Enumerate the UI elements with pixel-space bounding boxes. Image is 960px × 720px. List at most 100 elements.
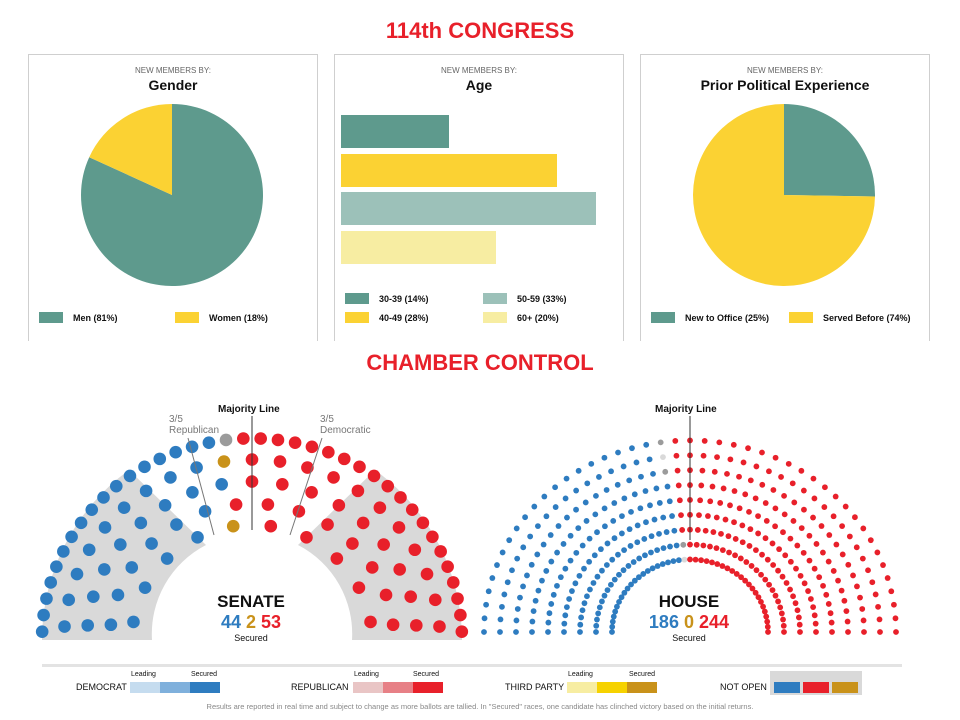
senate-seat [409, 619, 423, 632]
senate-seat [276, 477, 289, 491]
house-seat [554, 582, 560, 589]
house-seat [592, 511, 599, 518]
house-seat [795, 614, 802, 621]
house-seat [601, 592, 608, 599]
house-seat [710, 529, 717, 535]
house-seat [753, 567, 760, 574]
house-seat [758, 571, 764, 578]
house-seat [764, 618, 771, 625]
legend-label: 60+ (20%) [517, 312, 559, 323]
house-seat [506, 537, 513, 544]
house-seat [711, 468, 718, 475]
house-seat [713, 545, 720, 552]
house-seat [746, 543, 753, 549]
house-seat [772, 592, 779, 599]
senate-seat [226, 519, 240, 533]
senate-seat [217, 455, 231, 468]
senate-seat [198, 505, 212, 518]
house-seat [813, 541, 820, 547]
house-seat [562, 612, 569, 619]
legend-republican-label: REPUBLICAN [291, 682, 349, 692]
house-seat [522, 514, 528, 521]
legend-swatch [789, 312, 813, 323]
house-seat [703, 558, 710, 565]
house-seat [797, 572, 804, 579]
rep-secured-swatch [413, 682, 443, 693]
senate-seat [392, 521, 406, 534]
house-seat [666, 498, 673, 505]
house-seat [653, 485, 660, 492]
house-seat [709, 559, 715, 566]
legend-item: 60+ (20%) [483, 312, 559, 323]
senate-seat [186, 485, 199, 499]
house-seat [893, 629, 899, 635]
house-seat [634, 539, 641, 546]
senate-seat [237, 432, 250, 445]
house-seat [752, 589, 759, 596]
house-seat [820, 582, 826, 589]
house-seat [563, 475, 570, 482]
house-secured-label: Secured [672, 633, 706, 643]
house-seat [843, 608, 850, 614]
house-seat [810, 604, 817, 610]
house-seat [810, 514, 816, 521]
senate-other-count: 2 [245, 612, 256, 632]
not-open-third-swatch [832, 682, 858, 693]
house-seat [794, 607, 801, 614]
house-seat [717, 500, 724, 506]
house-seat [651, 516, 658, 523]
house-seat [780, 529, 786, 536]
house-seat [833, 541, 840, 548]
house-seat [625, 563, 632, 569]
house-seat [648, 533, 655, 540]
legend-item: New to Office (25%) [651, 312, 769, 323]
house-seat [611, 535, 618, 542]
house-seat [763, 613, 770, 620]
house-seat [497, 629, 503, 635]
house-seat [517, 594, 523, 601]
senate-counts: 44 2 53 [190, 612, 312, 633]
house-seat [781, 492, 787, 499]
senate-seat [321, 518, 334, 531]
house-seat [548, 558, 555, 565]
panel-kicker: NEW MEMBERS BY: [134, 66, 211, 75]
house-seat [611, 576, 618, 583]
legend-item: 50-59 (33%) [483, 293, 567, 304]
senate-seat [215, 477, 228, 491]
house-seat [828, 619, 835, 626]
senate-seat [327, 471, 340, 484]
house-seat [694, 527, 701, 533]
legend-swatch [651, 312, 675, 323]
house-seat [823, 591, 830, 598]
house-seat [813, 629, 819, 635]
house-seat [594, 616, 600, 623]
senate-seat [114, 538, 127, 551]
house-seat [867, 537, 874, 544]
senate-seat [123, 469, 137, 483]
house-seat [654, 547, 661, 553]
house-seat [648, 549, 654, 556]
house-seat [609, 618, 616, 625]
house-seat [644, 568, 651, 574]
house-seat [543, 513, 550, 520]
senate-seat [322, 445, 335, 459]
house-seat [527, 533, 534, 540]
senate-seat [408, 543, 422, 557]
house-seat [839, 523, 846, 530]
house-seat [736, 505, 743, 512]
house-seat [854, 583, 860, 590]
house-seat [811, 495, 818, 502]
senate-seat [365, 561, 379, 574]
house-seat [753, 547, 759, 554]
senate-seat [416, 516, 430, 530]
house-seat [801, 580, 808, 587]
house-seat [749, 585, 756, 592]
panel-title: Gender [148, 77, 198, 93]
house-seat [672, 438, 679, 444]
senate-seat [160, 552, 174, 565]
senate-seat [288, 436, 302, 449]
house-seat [604, 540, 611, 547]
senate-seat [367, 469, 381, 483]
house-seat [573, 487, 580, 494]
senate-seat [138, 460, 151, 474]
